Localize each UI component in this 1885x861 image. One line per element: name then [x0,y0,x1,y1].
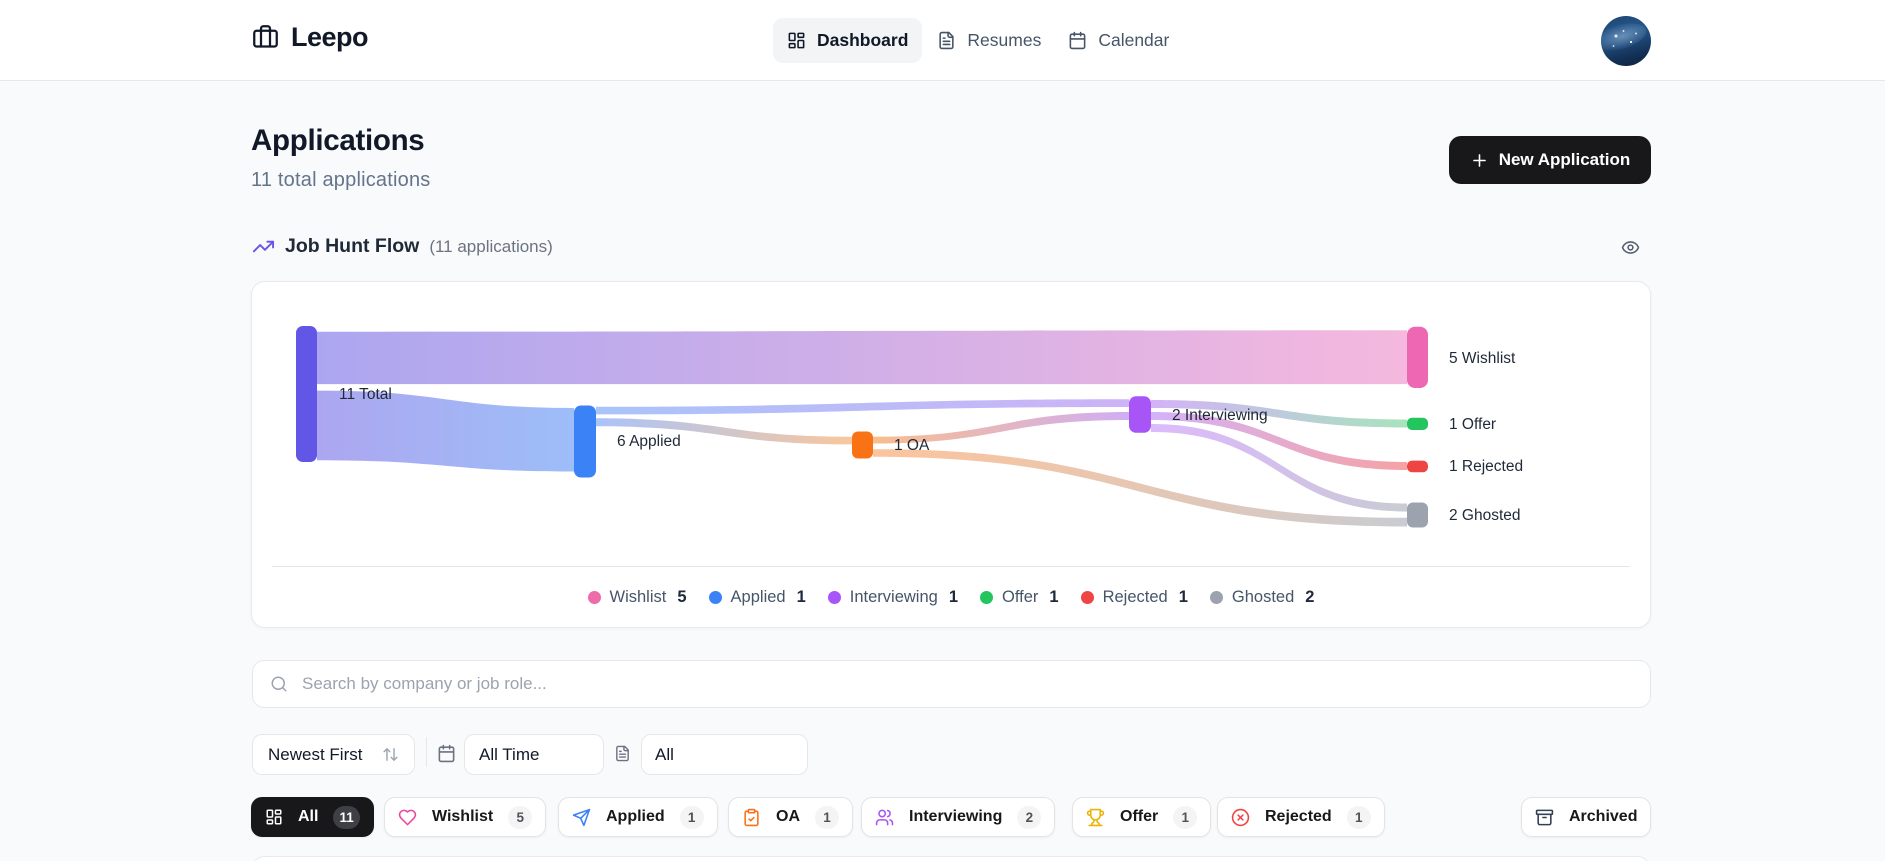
svg-text:2 Interviewing: 2 Interviewing [1172,407,1268,424]
svg-text:2 Ghosted: 2 Ghosted [1449,507,1521,524]
svg-text:1 Rejected: 1 Rejected [1449,458,1523,475]
svg-text:1 OA: 1 OA [894,437,930,454]
svg-text:6 Applied: 6 Applied [617,433,681,450]
svg-text:11 Total: 11 Total [339,386,392,403]
svg-text:5 Wishlist: 5 Wishlist [1449,350,1516,367]
svg-text:1 Offer: 1 Offer [1449,416,1496,433]
